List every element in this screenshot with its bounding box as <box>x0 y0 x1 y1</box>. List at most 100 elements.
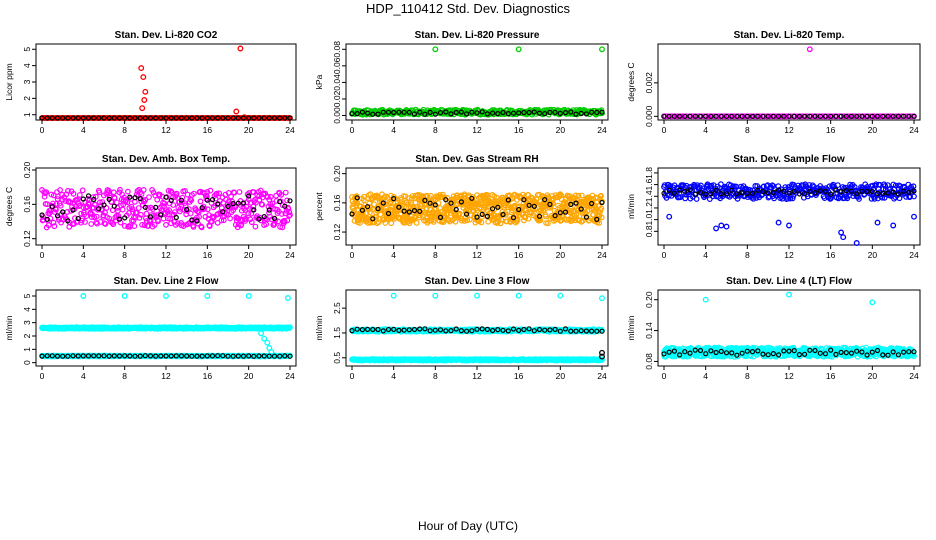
data-point-hourly <box>588 200 595 207</box>
data-point-hourly <box>671 190 678 196</box>
data-point-main <box>83 213 90 220</box>
data-point-main <box>828 193 835 200</box>
x-tick-label: 0 <box>40 125 45 135</box>
data-point-hourly <box>194 353 200 359</box>
data-point-hourly <box>256 216 262 222</box>
data-point-hourly <box>401 109 407 115</box>
data-point-hourly <box>427 200 433 206</box>
data-point-hourly <box>199 353 205 359</box>
x-tick-label: 4 <box>81 371 86 381</box>
data-point-hourly <box>900 188 907 194</box>
y-axis-label: ml/min <box>626 194 636 219</box>
data-point-main <box>188 197 195 204</box>
panel-title: Stan. Dev. Li-820 CO2 <box>115 30 218 41</box>
data-point-hourly <box>246 193 252 199</box>
data-point-hourly <box>692 191 698 197</box>
data-point-outlier <box>890 222 897 229</box>
data-point-main <box>250 203 257 210</box>
data-point-main <box>117 186 123 193</box>
data-point-hourly <box>526 109 532 116</box>
x-tick-label: 8 <box>745 250 750 260</box>
data-point-main <box>57 187 63 193</box>
x-tick-label: 20 <box>244 250 254 260</box>
data-point-main <box>207 187 214 194</box>
y-tick-label: 0.12 <box>22 230 32 247</box>
data-point-hourly <box>251 207 257 213</box>
data-points <box>39 45 293 121</box>
x-tick-label: 16 <box>826 125 836 135</box>
data-point-hourly <box>828 191 834 197</box>
panel-title: Stan. Dev. Sample Flow <box>733 154 845 165</box>
data-point-main <box>53 206 59 213</box>
data-point-main <box>42 190 49 197</box>
data-point-hourly <box>230 201 236 207</box>
data-point-hourly <box>744 191 750 197</box>
data-point-hourly <box>49 353 55 359</box>
data-point-hourly <box>734 113 740 119</box>
data-point-hourly <box>760 113 766 119</box>
figure-title: HDP_110412 Std. Dev. Diagnostics <box>366 1 571 16</box>
data-point-hourly <box>101 353 107 359</box>
data-points <box>349 46 605 118</box>
data-point-hourly <box>380 109 386 115</box>
data-point-hourly <box>235 353 241 359</box>
data-point-hourly <box>111 203 117 209</box>
data-point-hourly <box>843 113 849 119</box>
data-point-hourly <box>370 111 376 117</box>
data-point-hourly <box>246 353 252 359</box>
data-point-hourly <box>396 109 402 115</box>
data-point-main <box>50 219 57 226</box>
data-point-main <box>238 221 245 228</box>
data-point-main <box>705 113 712 120</box>
x-tick-label: 0 <box>662 250 667 260</box>
data-point-hourly <box>147 115 154 121</box>
data-point-hourly <box>495 204 501 210</box>
data-point-hourly <box>661 113 667 119</box>
y-tick-label: 1.6 <box>644 178 654 190</box>
data-points <box>39 293 293 360</box>
data-point-hourly <box>168 115 174 121</box>
data-point-hourly <box>75 115 81 121</box>
data-point-main <box>464 217 471 224</box>
data-point-hourly <box>885 190 891 196</box>
data-point-hourly <box>261 353 267 359</box>
data-point-hourly <box>215 115 221 121</box>
data-point-main <box>682 195 689 202</box>
data-point-outlier <box>204 293 211 299</box>
data-point-hourly <box>812 113 818 119</box>
data-point-main <box>151 221 158 228</box>
data-point-main <box>698 182 704 189</box>
data-point-hourly <box>676 113 683 119</box>
data-point-main <box>93 213 100 220</box>
data-point-hourly <box>464 111 470 117</box>
data-point-hourly <box>209 115 216 121</box>
data-point-hourly <box>458 199 464 205</box>
data-point-main <box>231 189 238 196</box>
data-point-main <box>113 199 120 206</box>
x-tick-label: 8 <box>433 250 438 260</box>
data-point-main <box>102 221 109 227</box>
data-point-hourly <box>687 187 693 193</box>
data-point-hourly <box>39 212 45 218</box>
data-point-hourly <box>859 188 865 194</box>
data-point-main <box>572 217 579 224</box>
data-point-main <box>57 202 64 209</box>
data-point-hourly <box>365 110 371 116</box>
data-point-hourly <box>44 353 50 359</box>
data-point-hourly <box>380 200 386 206</box>
y-axis-label: degrees C <box>4 187 14 226</box>
data-point-hourly <box>807 113 813 119</box>
data-point-hourly <box>391 109 397 116</box>
data-point-hourly <box>552 109 558 115</box>
data-point-hourly <box>220 115 226 121</box>
x-tick-label: 8 <box>122 250 127 260</box>
data-point-hourly <box>158 115 164 121</box>
x-tick-label: 8 <box>122 371 127 381</box>
data-point-main <box>142 196 149 203</box>
y-axis-label: Licor ppm <box>4 63 14 100</box>
data-point-hourly <box>189 217 195 223</box>
data-point-hourly <box>880 113 886 119</box>
data-point-hourly <box>354 110 360 117</box>
x-tick-label: 0 <box>350 250 355 260</box>
